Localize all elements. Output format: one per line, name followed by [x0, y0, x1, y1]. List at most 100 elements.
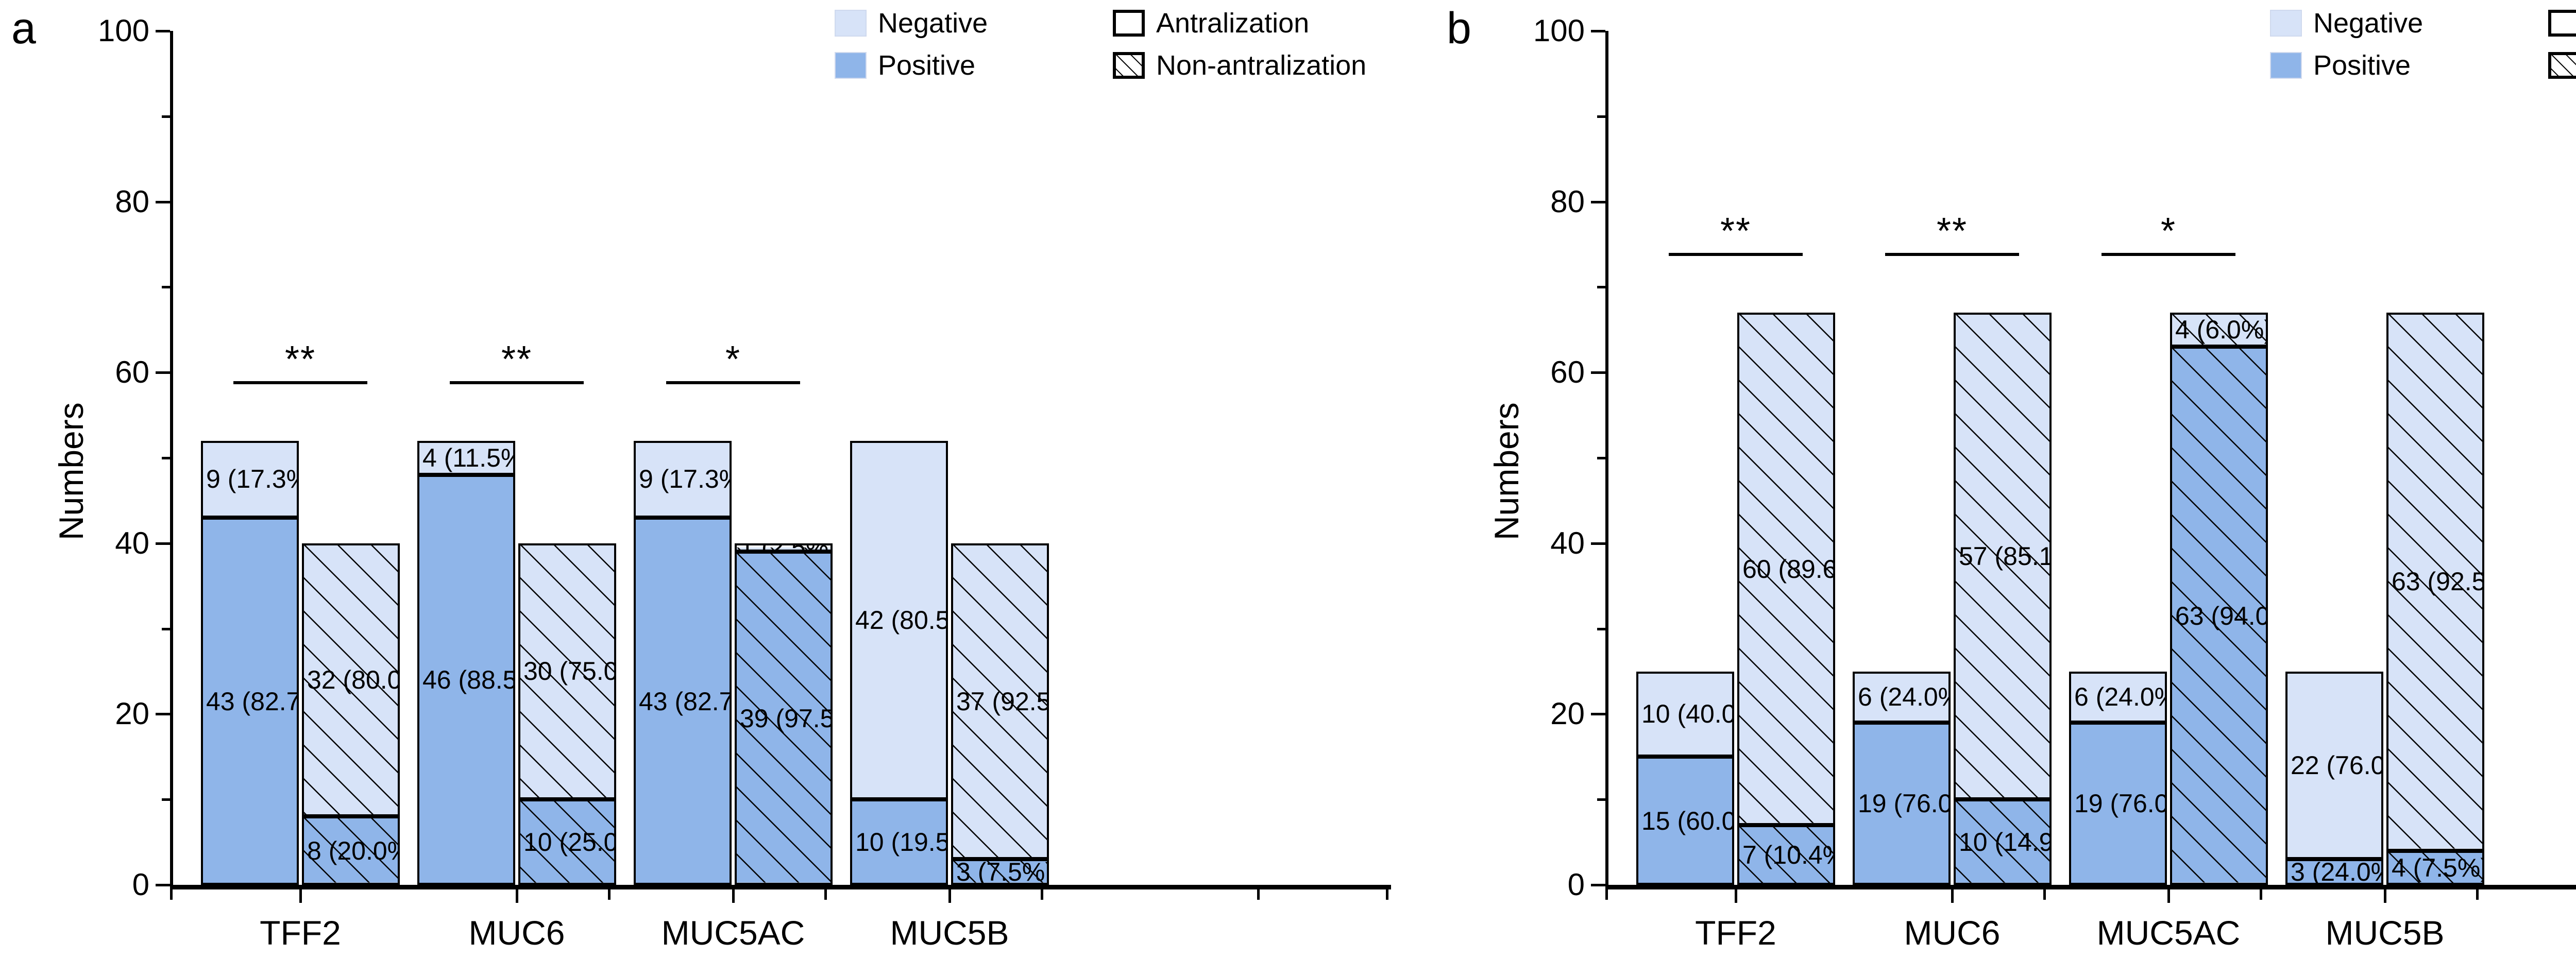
- x-axis-tick-minor: [1257, 889, 1260, 900]
- legend-antralization: Antralization: [2548, 9, 2576, 37]
- x-axis-tick: [732, 889, 735, 903]
- legend-non-antralization-swatch: [1113, 52, 1145, 79]
- significance-bracket: [1669, 253, 1803, 256]
- y-axis-title: Numbers: [52, 402, 90, 540]
- bar-segment-negative: 9 (17.3%): [634, 440, 732, 518]
- bar-segment-positive: 43 (82.7%): [201, 518, 299, 885]
- bar-segment-negative: 30 (75.0%): [518, 543, 616, 800]
- legend-negative-swatch: [2270, 10, 2302, 37]
- bar-value-label: 30 (75.0%): [523, 657, 616, 686]
- bar-segment-positive: 43 (82.7%): [634, 518, 732, 885]
- x-axis-tick-minor: [2476, 889, 2479, 900]
- significance-bracket: [1885, 253, 2019, 256]
- bar-value-label: 57 (85.1%): [1959, 541, 2052, 571]
- y-axis-tick-major: [156, 200, 170, 203]
- x-axis-tick-label-muc6: MUC6: [468, 914, 565, 952]
- y-axis-tick-minor: [162, 115, 170, 118]
- x-axis-spine: [170, 885, 1391, 889]
- y-axis-tick-minor: [162, 798, 170, 801]
- bar-value-label: 10 (25.0%): [523, 828, 616, 857]
- bar-value-label: 4 (11.5%): [422, 443, 513, 472]
- bar-segment-negative: 22 (76.0%): [2285, 671, 2383, 860]
- y-axis-tick-minor: [1597, 286, 1605, 289]
- legend-negative-label: Negative: [2313, 8, 2424, 39]
- significance-marker: **: [284, 338, 316, 380]
- bar-segment-positive: 10 (25.0%): [518, 799, 616, 885]
- y-axis-tick-label: 60: [1550, 355, 1585, 390]
- y-axis-tick-label: 80: [115, 184, 149, 219]
- bar-segment-positive: 63 (94.0%): [2170, 347, 2268, 885]
- bar-muc5b-antralization: 42 (80.5%) 10 (19.5%): [850, 440, 948, 885]
- y-axis-tick-minor: [1597, 798, 1605, 801]
- panel-a-letter: a: [11, 4, 36, 53]
- legend-positive-label: Positive: [878, 50, 976, 81]
- legend-positive-swatch: [835, 52, 867, 79]
- y-axis-tick-label: 80: [1550, 184, 1585, 219]
- bar-segment-positive: 19 (76.0%): [1853, 722, 1951, 885]
- y-axis-tick-major: [1591, 30, 1605, 32]
- y-axis-tick-major: [156, 30, 170, 32]
- bar-value-label: 6 (24.0%): [1858, 682, 1948, 712]
- legend-positive: Positive: [2270, 52, 2411, 79]
- bar-value-label: 42 (80.5%): [855, 606, 948, 635]
- bar-segment-negative: 6 (24.0%): [1853, 671, 1951, 723]
- bar-muc5ac-non-antralization: 1 (2.5%) 39 (97.5%): [735, 543, 833, 885]
- bar-muc6-non-antralization: 57 (85.1%) 10 (14.9%): [1954, 313, 2052, 885]
- bar-segment-negative: 1 (2.5%): [735, 543, 833, 552]
- bar-segment-positive: 19 (76.0%): [2069, 722, 2167, 885]
- bar-tff2-antralization: 9 (17.3%) 43 (82.7%): [201, 440, 299, 885]
- x-axis-tick: [516, 889, 518, 903]
- bar-value-label: 8 (20.0%): [307, 836, 398, 865]
- bar-segment-negative: 60 (89.6%): [1737, 313, 1835, 825]
- bar-value-label: 1 (2.5%): [740, 545, 831, 550]
- bar-segment-negative: 4 (6.0%): [2170, 313, 2268, 347]
- legend-positive: Positive: [835, 52, 975, 79]
- y-axis-tick-major: [1591, 542, 1605, 545]
- bar-segment-negative: 57 (85.1%): [1954, 313, 2052, 800]
- x-axis-tick-label-muc6: MUC6: [1904, 914, 2001, 952]
- bar-muc5ac-antralization: 6 (24.0%) 19 (76.0%): [2069, 671, 2167, 885]
- bar-value-label: 32 (80.0%): [307, 665, 400, 695]
- x-axis-tick: [1735, 889, 1737, 903]
- bar-value-label: 3 (24.0%): [2291, 859, 2381, 885]
- x-axis-spine: [1605, 885, 2576, 889]
- bar-value-label: 9 (17.3%): [639, 465, 730, 494]
- bar-value-label: 10 (40.0%): [1641, 699, 1734, 729]
- y-axis-tick-minor: [162, 457, 170, 459]
- panel-b: b 0 20 40 60 80 100 Numbers 10 (40.0%) 15 (60.0%…: [1435, 0, 2576, 976]
- bar-segment-positive: 46 (88.5%): [417, 475, 515, 885]
- x-axis-tick-minor: [1041, 889, 1043, 900]
- legend-non-antralization: Non-antralization: [2548, 52, 2576, 79]
- bar-segment-negative: 4 (11.5%): [417, 440, 515, 475]
- bar-segment-positive: 3 (7.5%): [951, 859, 1049, 885]
- bar-value-label: 37 (92.5%): [956, 687, 1049, 716]
- bar-segment-positive: 10 (14.9%): [1954, 799, 2052, 885]
- legend-negative: Negative: [2270, 9, 2423, 37]
- bar-segment-negative: 37 (92.5%): [951, 543, 1049, 860]
- significance-marker: **: [1720, 211, 1752, 252]
- legend-negative: Negative: [835, 9, 988, 37]
- y-axis-tick-label: 40: [115, 525, 149, 560]
- y-axis-tick-label: 100: [1533, 13, 1585, 48]
- bar-muc5b-non-antralization: 63 (92.5%) 4 (7.5%): [2386, 313, 2484, 885]
- significance-marker: **: [501, 338, 533, 380]
- bar-muc5b-non-antralization: 37 (92.5%) 3 (7.5%): [951, 543, 1049, 885]
- bar-segment-positive: 39 (97.5%): [735, 552, 833, 885]
- bar-segment-positive: 3 (24.0%): [2285, 859, 2383, 885]
- bar-muc5ac-antralization: 9 (17.3%) 43 (82.7%): [634, 440, 732, 885]
- significance-marker: **: [1936, 211, 1968, 252]
- y-axis-tick-label: 0: [132, 867, 149, 902]
- panel-b-letter: b: [1447, 4, 1471, 53]
- bar-value-label: 3 (7.5%): [956, 859, 1049, 885]
- y-axis-tick-major: [1591, 371, 1605, 374]
- y-axis-tick-label: 60: [115, 355, 149, 390]
- y-axis-tick-major: [1591, 713, 1605, 716]
- panel-a: a 0 20 40 60 80 100 Numbers 9 (17.3%) 43 (82.7%)…: [11, 4, 1391, 952]
- significance-marker: *: [725, 338, 741, 380]
- y-axis-tick-major: [156, 884, 170, 886]
- x-axis-tick-minor: [608, 889, 611, 900]
- bar-muc6-non-antralization: 30 (75.0%) 10 (25.0%): [518, 543, 616, 885]
- bar-value-label: 46 (88.5%): [422, 665, 515, 695]
- y-axis-tick-minor: [1597, 457, 1605, 459]
